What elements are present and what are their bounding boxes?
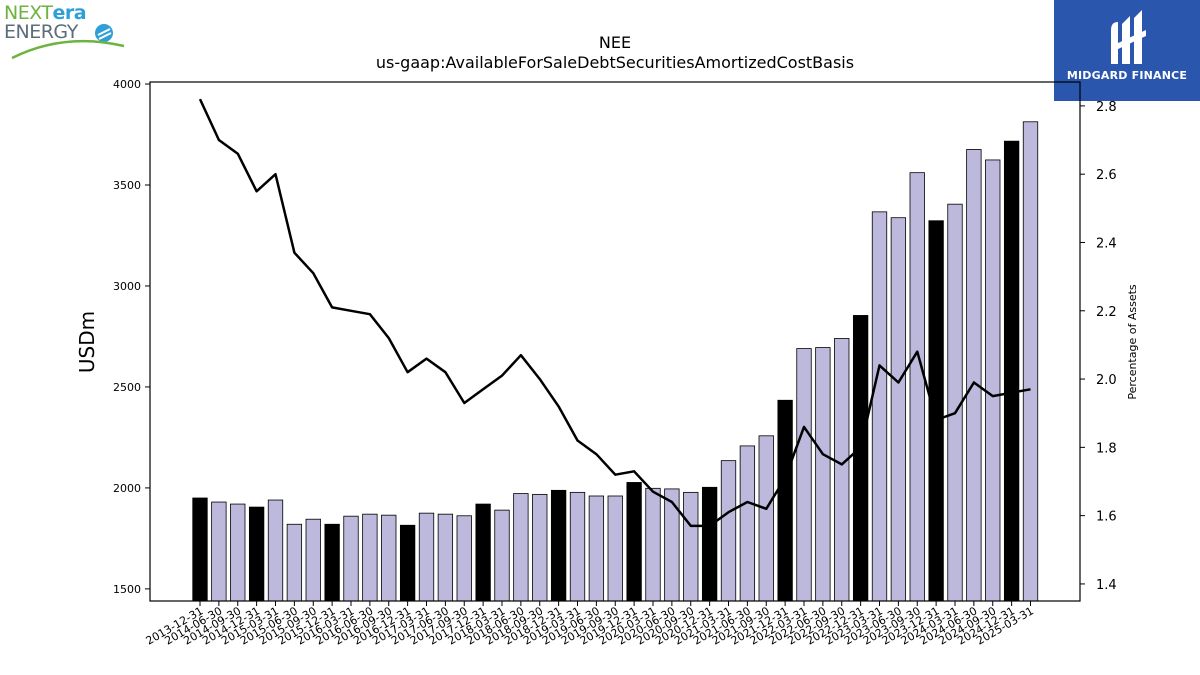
nextera-energy-logo: NEXTera ENERGY	[4, 2, 134, 64]
bar	[343, 515, 359, 602]
bar	[607, 495, 623, 602]
bar	[664, 488, 680, 602]
bar	[362, 513, 378, 602]
y-tick-label: 1500	[113, 583, 141, 596]
bar	[418, 512, 435, 602]
y-tick-label: 3500	[113, 179, 141, 192]
bar	[588, 495, 605, 602]
bar	[305, 518, 321, 602]
bar	[777, 399, 793, 602]
bar	[267, 499, 284, 602]
bar	[381, 514, 397, 602]
chart-subtitle: us-gaap:AvailableForSaleDebtSecuritiesAm…	[376, 53, 854, 72]
bar	[815, 347, 831, 602]
bar	[1022, 121, 1039, 602]
bar	[739, 445, 756, 602]
bar	[852, 315, 869, 602]
y2-tick-label: 2.2	[1096, 305, 1117, 320]
y-tick-label: 4000	[113, 78, 141, 91]
bar	[399, 524, 416, 602]
logo-era-text: era	[52, 2, 87, 24]
bar	[645, 487, 661, 602]
y2-tick-label: 1.8	[1096, 441, 1117, 456]
bar	[532, 493, 548, 602]
bar	[985, 159, 1001, 602]
bar	[569, 491, 586, 602]
bar	[192, 497, 208, 602]
bar	[1003, 140, 1020, 602]
y2-tick-label: 1.6	[1096, 510, 1117, 525]
bar	[475, 503, 491, 602]
bar	[550, 489, 567, 602]
bar	[834, 338, 850, 602]
bar	[456, 515, 472, 602]
bar	[248, 506, 265, 602]
line-series	[198, 98, 1031, 528]
bar	[230, 503, 246, 602]
bar	[513, 493, 529, 602]
bar	[720, 460, 737, 602]
y2-axis-label: Percentage of Assets	[1126, 284, 1139, 400]
bar	[966, 149, 982, 602]
bar	[701, 486, 718, 602]
bar	[871, 211, 888, 602]
bar	[626, 482, 642, 602]
logo-wordmark-line1: NEXTera	[4, 2, 87, 24]
bar	[286, 523, 303, 602]
logo-swoosh-icon	[11, 24, 125, 60]
bar	[758, 435, 774, 602]
bar-series	[192, 121, 1039, 602]
y2-tick-label: 2.0	[1096, 373, 1117, 388]
percentage-line	[198, 98, 1031, 528]
bar	[211, 501, 227, 602]
bar	[909, 172, 925, 602]
bar	[890, 217, 907, 602]
bar	[324, 523, 340, 602]
midgard-finance-logo: MIDGARD FINANCE	[1054, 0, 1200, 101]
bar	[928, 220, 944, 602]
bar	[494, 509, 510, 602]
bar	[683, 491, 699, 602]
y2-tick-label: 2.4	[1096, 236, 1117, 251]
midgard-emblem-icon	[1111, 10, 1146, 64]
chart-title: NEE	[599, 33, 631, 52]
y-tick-label: 3000	[113, 280, 141, 293]
logo-next-text: NEXT	[4, 2, 53, 24]
logo-wordmark-line2: ENERGY	[4, 21, 78, 43]
y-tick-label: 2500	[113, 381, 141, 394]
y2-tick-label: 2.6	[1096, 168, 1117, 183]
bar	[437, 513, 454, 602]
midgard-finance-text: MIDGARD FINANCE	[1066, 69, 1188, 82]
y-tick-label: 2000	[113, 482, 141, 495]
y2-tick-label: 1.4	[1096, 578, 1117, 593]
logo-energy-text: ENERGY	[4, 21, 78, 43]
axes: 1500 2000 2500 3000 3500 4000 1.4 1.6 1.8 2.0 2.2 2…	[113, 78, 1117, 648]
y2-tick-label: 2.8	[1096, 100, 1117, 115]
y-axis-label: USDm	[75, 311, 99, 373]
bar	[796, 348, 812, 602]
